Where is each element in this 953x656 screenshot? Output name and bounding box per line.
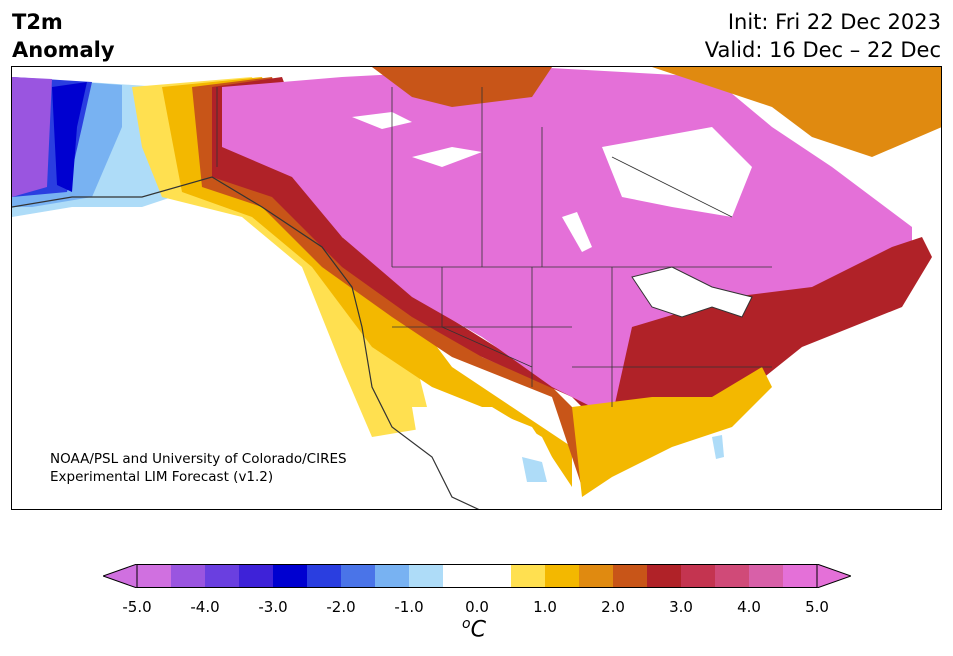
tick-label: 4.0 — [737, 598, 761, 616]
colorbar-cell — [171, 564, 206, 588]
colorbar-cell — [375, 564, 410, 588]
lake-winnipeg — [562, 212, 592, 252]
southeast-warm-band — [572, 367, 772, 497]
colorbar-cell — [681, 564, 716, 588]
east-coast-warm-band — [612, 237, 932, 427]
great-lakes — [631, 266, 753, 318]
colorbar-cell — [443, 564, 478, 588]
credit-line-1: NOAA/PSL and University of Colorado/CIRE… — [50, 451, 347, 467]
hudson-bay — [602, 127, 752, 217]
tick-label: -1.0 — [394, 598, 424, 616]
tick-label: 5.0 — [805, 598, 829, 616]
alaska-coldest-core — [52, 82, 87, 192]
colorbar-cell — [511, 564, 546, 588]
map-canvas — [12, 67, 941, 509]
colorbar-cell — [749, 564, 784, 588]
baja-cool — [522, 457, 547, 482]
forecast-dates: Init: Fri 22 Dec 2023 Valid: 16 Dec – 22… — [705, 8, 941, 64]
colorbar-cell — [205, 564, 240, 588]
arctic-islands-warm — [372, 67, 552, 107]
colorbar-cell — [409, 564, 444, 588]
tick-label: 0.0 — [465, 598, 489, 616]
great-bear-lake — [352, 112, 412, 129]
title-anomaly: Anomaly — [12, 38, 115, 62]
colorbar-cell — [239, 564, 274, 588]
coastline — [12, 176, 480, 509]
political-boundaries — [216, 87, 772, 407]
tick-label: -4.0 — [190, 598, 220, 616]
colorbar-cell — [307, 564, 342, 588]
colorbar-cell — [341, 564, 376, 588]
tick-label: -5.0 — [122, 598, 152, 616]
tick-label: -2.0 — [326, 598, 356, 616]
greenland-warm — [652, 67, 941, 157]
tick-label: -3.0 — [258, 598, 288, 616]
colorbar-cell — [647, 564, 682, 588]
colorbar-cell — [137, 564, 172, 588]
init-date: Init: Fri 22 Dec 2023 — [727, 10, 941, 34]
title-variable: T2m — [12, 10, 63, 34]
colorbar-cell — [613, 564, 648, 588]
colorbar — [103, 564, 851, 588]
colorbar-right-arrow — [816, 564, 851, 588]
colorbar-cells — [137, 564, 818, 588]
colorbar-cell — [477, 564, 512, 588]
credit-line-2: Experimental LIM Forecast (v1.2) — [50, 469, 274, 485]
colorbar-units: oC — [462, 616, 486, 642]
units-degree: o — [462, 616, 471, 632]
map-title: T2m Anomaly — [12, 8, 115, 64]
florida-cool — [712, 435, 724, 459]
colorbar-ticks: -5.0 -4.0 -3.0 -2.0 -1.0 0.0 1.0 2.0 3.0… — [0, 598, 953, 618]
colorbar-cell — [783, 564, 818, 588]
alaska-edge — [12, 77, 52, 197]
units-letter: C — [470, 617, 486, 643]
tick-label: 1.0 — [533, 598, 557, 616]
tick-label: 3.0 — [669, 598, 693, 616]
valid-range: Valid: 16 Dec – 22 Dec — [704, 38, 941, 62]
colorbar-left-arrow — [103, 564, 138, 588]
colorbar-cell — [273, 564, 308, 588]
credit-text: NOAA/PSL and University of Colorado/CIRE… — [50, 450, 347, 486]
tick-label: 2.0 — [601, 598, 625, 616]
colorbar-cell — [545, 564, 580, 588]
colorbar-cell — [715, 564, 750, 588]
great-slave-lake — [412, 147, 482, 167]
mexico-neutral — [412, 407, 572, 509]
anomaly-map: NOAA/PSL and University of Colorado/CIRE… — [11, 66, 942, 510]
colorbar-cell — [579, 564, 614, 588]
colorbar-outline — [136, 564, 818, 588]
